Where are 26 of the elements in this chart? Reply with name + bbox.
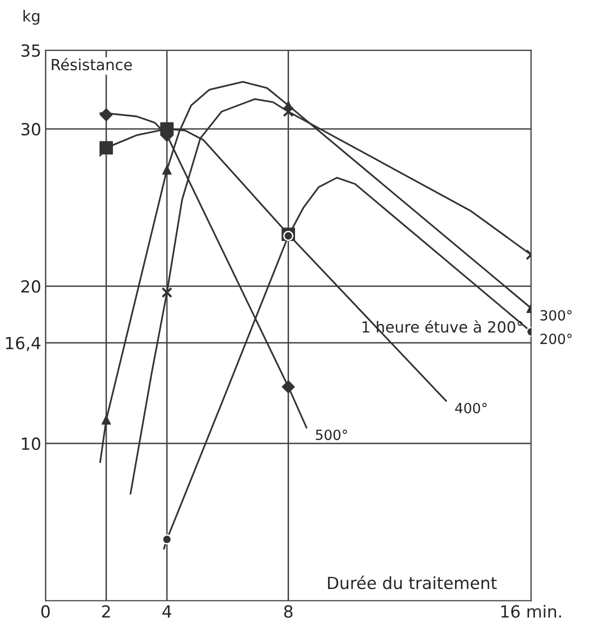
series-label: 500° [316, 430, 347, 440]
x-tick-label: 16 min. [501, 604, 561, 618]
x-tick-label: 8 [284, 605, 292, 618]
x-tick-label: 4 [162, 605, 172, 618]
y-tick-label: 35 [21, 44, 40, 57]
point [101, 415, 111, 425]
point [162, 165, 172, 175]
y-tick-label: 16,4 [6, 336, 40, 352]
point [162, 534, 172, 544]
x-tick-label: 0 [41, 605, 50, 618]
point [282, 380, 295, 394]
series-label: 300° [540, 310, 572, 321]
y-tick-label: 30 [21, 122, 40, 136]
text: kg [24, 10, 40, 25]
point [100, 108, 113, 122]
y-axis-title: Résistance [52, 58, 132, 70]
y-tick-label: 20 [21, 280, 40, 293]
y-tick-label: 10 [22, 437, 40, 450]
point [161, 287, 172, 298]
point [100, 141, 113, 155]
series-label: 400° [455, 402, 487, 414]
point [282, 106, 294, 118]
series-label: 200° [540, 334, 572, 344]
x-axis-title: Durée du traitement [328, 576, 497, 590]
annotation: 1 heure étuve à 200° [362, 320, 522, 333]
x-tick-label: 2 [102, 605, 110, 618]
